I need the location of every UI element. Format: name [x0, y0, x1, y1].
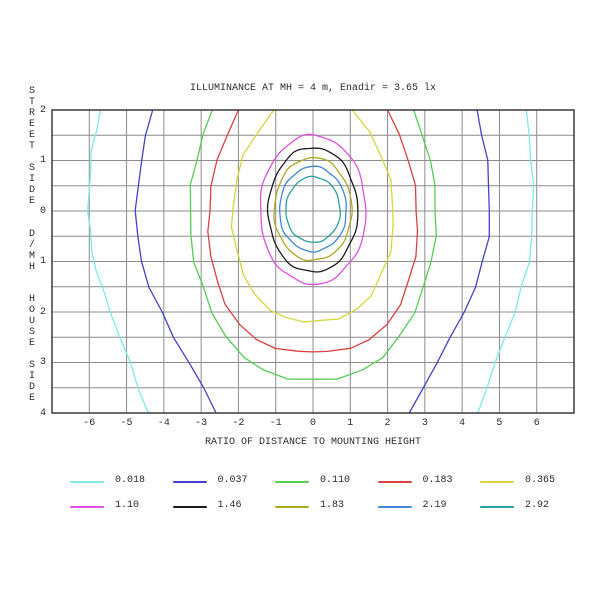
y-axis-label-char: H: [28, 294, 35, 305]
chart-title: ILLUMINANCE AT MH = 4 m, Enadir = 3.65 l…: [189, 83, 437, 94]
y-axis-label-char: U: [28, 316, 35, 327]
x-tick-label: -2: [232, 418, 245, 429]
legend-label: 1.83: [320, 500, 345, 511]
x-tick-label: -6: [83, 418, 96, 429]
y-axis-label-char: E: [28, 119, 35, 130]
legend-label: 0.110: [320, 475, 351, 486]
x-tick-label: -5: [120, 418, 133, 429]
legend-line-swatch: [172, 481, 207, 483]
legend-line-swatch: [377, 506, 412, 508]
legend-line-swatch: [172, 506, 207, 508]
y-axis-label-char: S: [28, 163, 35, 174]
y-axis-label-char: E: [28, 196, 35, 207]
legend-label: 0.037: [217, 475, 248, 486]
legend-line-swatch: [377, 481, 412, 483]
y-axis-label-char: H: [28, 262, 35, 273]
x-tick-label: -1: [269, 418, 282, 429]
y-axis-label-char: E: [28, 130, 35, 141]
contour-line-0.183: [207, 109, 419, 353]
x-tick-label: 0: [309, 418, 316, 429]
contour-line-0.365: [230, 109, 394, 323]
legend-label: 2.19: [422, 500, 447, 511]
x-tick-label: -4: [157, 418, 170, 429]
y-axis-label-char: S: [28, 86, 35, 97]
y-axis-label-char: E: [28, 393, 35, 404]
contour-line-1.10: [259, 133, 367, 286]
x-tick-label: 2: [384, 418, 391, 429]
legend-label: 0.365: [525, 475, 556, 486]
y-axis-label-char: D: [28, 382, 35, 393]
y-axis-label-char: M: [28, 251, 35, 262]
contour-line-0.018: [86, 109, 149, 414]
y-axis-label-char: T: [28, 97, 35, 108]
legend-label: 1.46: [217, 500, 242, 511]
contour-line-0.037: [408, 109, 490, 414]
y-axis-label-char: E: [28, 338, 35, 349]
x-tick-label: 4: [459, 418, 466, 429]
y-axis-label-char: /: [28, 240, 35, 251]
y-axis-label-char: S: [28, 327, 35, 338]
y-tick-label: 1: [39, 256, 46, 267]
y-tick-label: 2: [39, 104, 46, 116]
x-tick-label: 6: [533, 418, 540, 429]
y-tick-label: 0: [39, 205, 46, 217]
y-axis-label-char: R: [28, 108, 35, 119]
x-axis-title: RATIO OF DISTANCE TO MOUNTING HEIGHT: [204, 437, 422, 448]
contour-line-2.92: [285, 175, 342, 243]
y-axis-label-char: T: [28, 141, 35, 152]
legend-label: 0.018: [115, 475, 146, 486]
x-tick-label: -3: [195, 418, 208, 429]
legend-label: 0.183: [422, 475, 453, 486]
legend-line-swatch: [275, 481, 309, 483]
contour-line-2.19: [279, 165, 347, 253]
contour-line-0.018: [477, 109, 535, 414]
contour-line-0.037: [134, 109, 217, 414]
y-axis-label-char: I: [28, 174, 35, 185]
contour-line-1.46: [266, 147, 359, 273]
y-tick-label: 1: [39, 155, 46, 166]
plot-border: [51, 109, 575, 414]
y-axis-label-char: O: [28, 305, 35, 316]
legend-label: 1.10: [115, 500, 140, 511]
y-tick-label: 4: [39, 407, 46, 419]
contour-line-1.83: [273, 156, 353, 262]
legend-line-swatch: [480, 506, 514, 508]
contour-line-0.110: [189, 109, 437, 380]
y-axis-label-char: I: [28, 371, 35, 382]
y-tick-label: 2: [39, 306, 46, 318]
legend-line-swatch: [480, 481, 514, 483]
legend-label: 2.92: [525, 500, 550, 511]
legend-line-swatch: [70, 506, 104, 508]
y-axis-label-char: S: [28, 360, 35, 371]
x-tick-label: 1: [347, 418, 354, 429]
x-tick-label: 5: [496, 418, 503, 429]
y-axis-label-char: D: [28, 229, 35, 240]
x-tick-label: 3: [421, 418, 428, 429]
legend-line-swatch: [70, 481, 104, 483]
y-tick-label: 3: [39, 357, 46, 368]
legend-line-swatch: [275, 506, 309, 508]
y-axis-label-d-mh: D / M H: [24, 229, 40, 273]
y-axis-label-char: D: [28, 185, 35, 196]
